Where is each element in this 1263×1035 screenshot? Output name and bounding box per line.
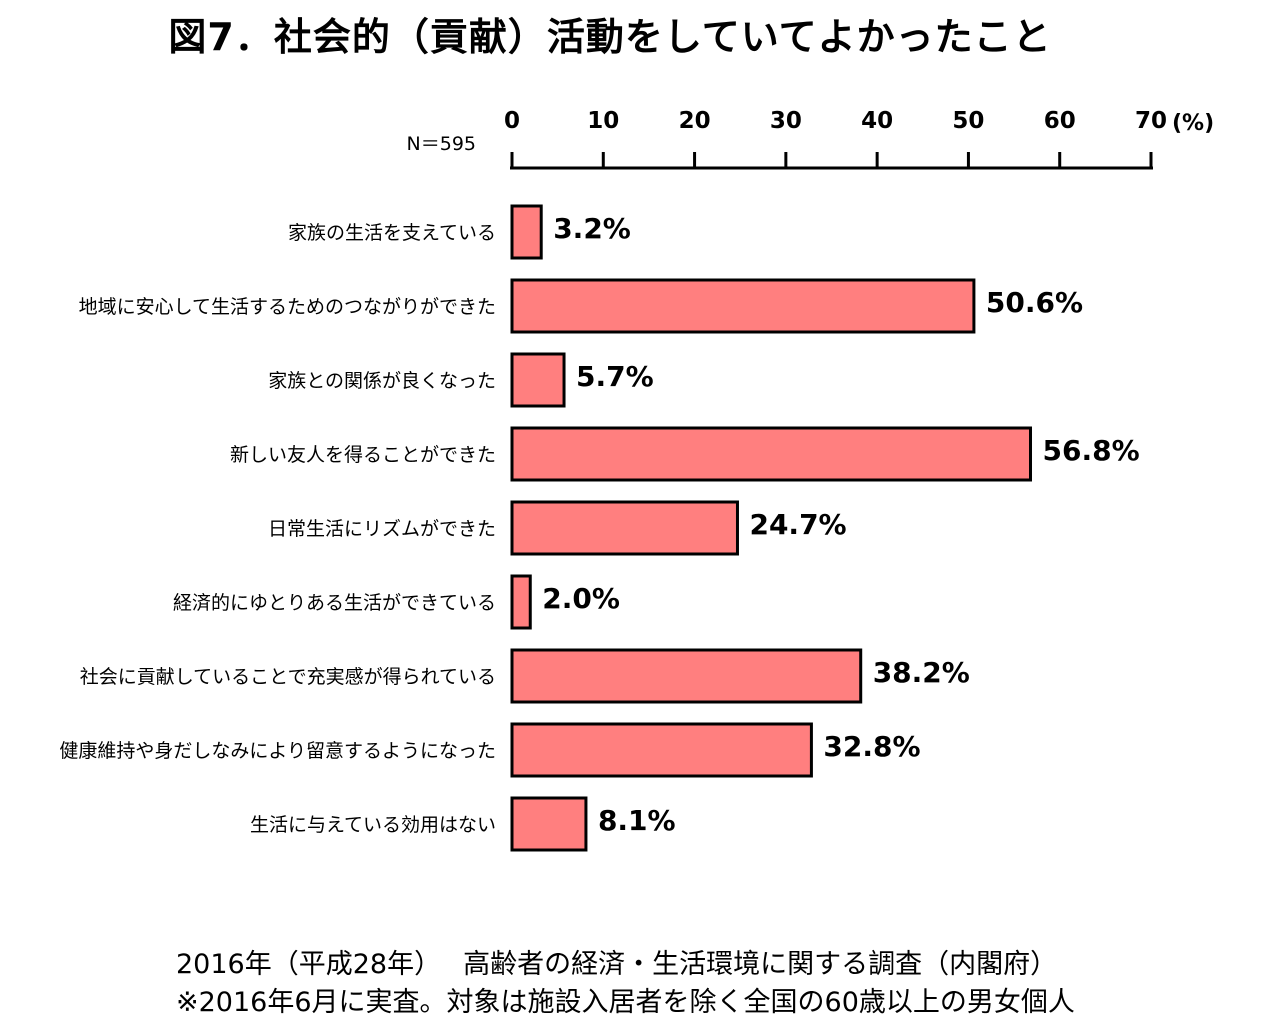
x-tick-label: 50 xyxy=(952,108,984,134)
category-label: 日常生活にリズムができた xyxy=(268,518,496,540)
value-label: 8.1% xyxy=(598,804,676,837)
category-label: 社会に貢献していることで充実感が得られている xyxy=(80,666,496,688)
bar xyxy=(510,500,739,556)
bar-row: 社会に貢献していることで充実感が得られている 38.2% xyxy=(80,648,970,704)
value-label: 32.8% xyxy=(823,730,920,763)
category-label: 健康維持や身だしなみにより留意するようになった xyxy=(59,740,496,762)
x-tick-label: 70 xyxy=(1135,108,1167,134)
bar xyxy=(510,204,543,260)
value-label: 38.2% xyxy=(873,656,970,689)
value-label: 2.0% xyxy=(542,582,620,615)
category-label: 家族の生活を支えている xyxy=(288,222,496,244)
bar-row: 日常生活にリズムができた 24.7% xyxy=(268,500,847,556)
category-label: 生活に与えている効用はない xyxy=(250,814,496,836)
value-label: 56.8% xyxy=(1043,434,1140,467)
bar xyxy=(510,426,1033,482)
sample-size-label: N＝595 xyxy=(407,133,476,155)
bar-chart: 0 10 20 30 40 50 60 70 家族の生活を支えている 3.2% 地域に安心して生活… xyxy=(59,108,1214,852)
bar-row: 地域に安心して生活するためのつながりができた 50.6% xyxy=(79,278,1083,334)
bar xyxy=(510,648,863,704)
bars: 家族の生活を支えている 3.2% 地域に安心して生活するためのつながりができた 50.… xyxy=(59,204,1140,852)
x-axis: 0 10 20 30 40 50 60 70 xyxy=(504,108,1167,170)
bar xyxy=(510,796,588,852)
bar xyxy=(510,352,566,408)
x-tick-label: 10 xyxy=(587,108,619,134)
bar-row: 生活に与えている効用はない 8.1% xyxy=(250,796,676,852)
x-tick-label: 60 xyxy=(1044,108,1076,134)
value-label: 3.2% xyxy=(553,212,631,245)
bar-row: 家族との関係が良くなった 5.7% xyxy=(268,352,654,408)
chart-title: 図7．社会的（貢献）活動をしていてよかったこと xyxy=(168,15,1052,59)
unit-label: (%) xyxy=(1172,111,1214,136)
value-label: 50.6% xyxy=(986,286,1083,319)
value-label: 24.7% xyxy=(749,508,846,541)
source-note: ※2016年6月に実査。対象は施設入居者を除く全国の60歳以上の男女個人 xyxy=(176,987,1075,1018)
bar-row: 健康維持や身だしなみにより留意するようになった 32.8% xyxy=(59,722,921,778)
x-tick-label: 20 xyxy=(679,108,711,134)
category-label: 家族との関係が良くなった xyxy=(268,370,496,392)
bar xyxy=(510,574,532,630)
bar-row: 新しい友人を得ることができた 56.8% xyxy=(230,426,1140,482)
x-tick-label: 30 xyxy=(770,108,802,134)
value-label: 5.7% xyxy=(576,360,654,393)
x-tick-label: 0 xyxy=(504,108,520,134)
bar-row: 経済的にゆとりある生活ができている 2.0% xyxy=(173,574,620,630)
category-label: 経済的にゆとりある生活ができている xyxy=(173,592,496,614)
bar xyxy=(510,278,976,334)
bar-row: 家族の生活を支えている 3.2% xyxy=(288,204,631,260)
category-label: 地域に安心して生活するためのつながりができた xyxy=(79,296,496,318)
source-line: 2016年（平成28年） 高齢者の経済・生活環境に関する調査（内閣府） xyxy=(176,949,1058,980)
category-label: 新しい友人を得ることができた xyxy=(230,444,496,466)
x-tick-label: 40 xyxy=(861,108,893,134)
bar xyxy=(510,722,813,778)
